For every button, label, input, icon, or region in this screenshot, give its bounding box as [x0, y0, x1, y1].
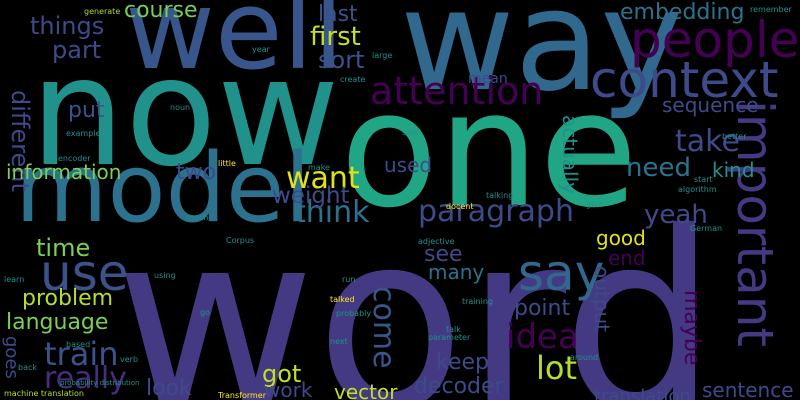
cloud-word-adjective: adjective — [418, 237, 455, 246]
cloud-word-used: used — [384, 153, 433, 177]
cloud-word-problem: problem — [22, 286, 114, 311]
cloud-word-learn: learn — [4, 275, 25, 284]
cloud-word-weight: weight — [272, 183, 350, 209]
cloud-word-two: two — [176, 160, 217, 185]
cloud-word-much: much — [186, 213, 209, 222]
cloud-word-sequence: sequence — [662, 93, 759, 117]
cloud-word-vector: vector — [334, 380, 398, 400]
cloud-word-parameter: parameter — [428, 333, 471, 342]
cloud-word-idea: idea — [506, 317, 579, 357]
cloud-word-now: now — [30, 26, 340, 200]
cloud-word-word: word — [115, 180, 718, 400]
cloud-word-got: got — [262, 360, 302, 388]
cloud-word-say: say — [518, 244, 605, 302]
cloud-word-goes: goes — [1, 336, 22, 379]
cloud-word-generate: generate — [84, 7, 121, 16]
cloud-word-train: train — [44, 335, 119, 373]
cloud-word-year: year — [252, 45, 270, 54]
cloud-word-create: create — [340, 75, 366, 84]
cloud-word-little: little — [218, 159, 236, 168]
cloud-word-context: context — [590, 51, 779, 109]
cloud-word-different: different — [6, 90, 34, 192]
cloud-word-put: put — [68, 98, 105, 123]
cloud-word-start: start — [694, 175, 713, 184]
cloud-word-machine-translation: machine translation — [4, 389, 84, 398]
cloud-word-noun: noun — [170, 103, 191, 112]
cloud-word-using: using — [154, 271, 176, 280]
cloud-word-decoder: decoder — [414, 374, 504, 399]
cloud-word-back: back — [18, 363, 38, 372]
cloud-word-see: see — [424, 242, 463, 267]
cloud-word-important: important — [726, 100, 784, 348]
cloud-word-end: end — [608, 246, 646, 270]
cloud-word-time: time — [36, 234, 91, 262]
cloud-word-people: people — [630, 11, 800, 69]
cloud-word-give: give — [586, 200, 603, 209]
cloud-word-translation: translation — [594, 386, 691, 400]
cloud-word-maybe: maybe — [679, 290, 704, 366]
cloud-word-talked: talked — [330, 295, 355, 304]
cloud-word-example: example — [66, 129, 101, 138]
cloud-word-things: things — [30, 12, 105, 40]
cloud-word-verb: verb — [120, 355, 139, 364]
cloud-word-point: point — [514, 296, 571, 321]
cloud-word-make: make — [308, 163, 330, 172]
cloud-word-model: model — [15, 134, 311, 244]
cloud-word-need: need — [626, 153, 691, 183]
cloud-word-attention: attention — [370, 69, 544, 113]
cloud-word-lot: lot — [536, 349, 578, 387]
cloud-word-docent: docent — [446, 202, 474, 211]
cloud-word-probability-distribution: probability distribution — [60, 379, 140, 387]
cloud-word-embedding: embedding — [620, 0, 745, 25]
cloud-word-one: one — [340, 56, 638, 243]
cloud-word-remember: remember — [750, 5, 792, 14]
cloud-word-keep: keep — [436, 350, 489, 375]
cloud-word-transformer: Transformer — [218, 391, 267, 400]
cloud-word-yeah: yeah — [644, 200, 708, 230]
cloud-word-last: last — [318, 2, 358, 27]
cloud-word-german: German — [690, 224, 723, 233]
cloud-word-part: part — [52, 36, 102, 64]
cloud-word-talk: talk — [446, 325, 461, 334]
cloud-word-paragraph: paragraph — [418, 194, 574, 229]
cloud-word-language: language — [6, 310, 109, 335]
cloud-word-want: want — [286, 161, 360, 196]
cloud-word-corpus: Corpus — [226, 236, 255, 245]
cloud-word-probably: probably — [336, 309, 372, 318]
cloud-word-go: go — [200, 308, 210, 317]
cloud-word-algorithm: algorithm — [678, 185, 717, 194]
cloud-word-around: around — [570, 353, 599, 362]
cloud-word-encoder: encoder — [58, 154, 91, 163]
cloud-word-kind: kind — [712, 158, 755, 182]
cloud-word-really: really — [44, 361, 127, 396]
cloud-word-based: based — [66, 340, 91, 349]
cloud-word-sentence: sentence — [702, 378, 794, 400]
cloud-word-think: think — [294, 195, 370, 230]
cloud-word-take: take — [675, 124, 740, 159]
cloud-word-work: work — [264, 378, 313, 400]
cloud-word-better: better — [722, 132, 747, 141]
cloud-word-sort: sort — [318, 46, 365, 74]
cloud-word-look: look — [146, 376, 192, 400]
cloud-word-way: way — [400, 0, 684, 123]
cloud-word-many: many — [428, 260, 485, 284]
cloud-word-talking: talking — [486, 191, 514, 200]
cloud-word-run: run — [342, 275, 356, 284]
cloud-word-course: course — [124, 0, 198, 23]
cloud-word-output: output — [590, 266, 614, 332]
cloud-word-come: come — [366, 286, 401, 369]
cloud-word-use: use — [40, 244, 129, 302]
cloud-word-training: training — [462, 297, 493, 306]
cloud-word-information: information — [6, 160, 122, 184]
cloud-word-good: good — [596, 226, 646, 250]
cloud-word-mean: mean — [468, 71, 508, 87]
cloud-word-actually: actually — [558, 115, 582, 194]
cloud-word-said: said — [402, 128, 419, 137]
cloud-word-large: large — [372, 51, 393, 60]
cloud-word-next: next — [330, 337, 348, 346]
cloud-word-well: well — [125, 0, 344, 94]
cloud-word-first: first — [310, 22, 361, 52]
